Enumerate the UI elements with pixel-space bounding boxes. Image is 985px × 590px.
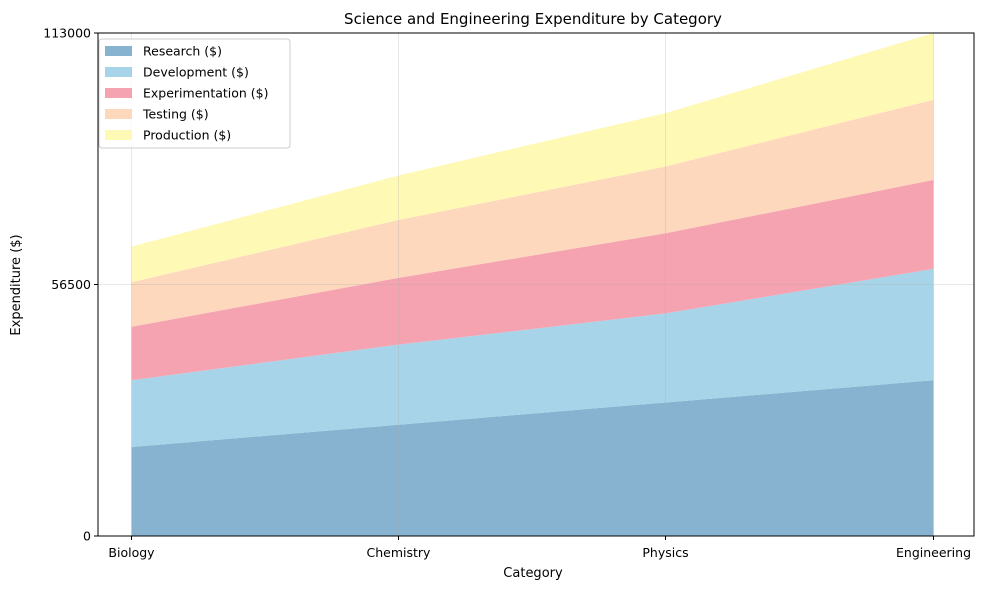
areas-layer — [131, 33, 934, 536]
legend-label: Research ($) — [143, 44, 222, 59]
area-series-2 — [131, 179, 934, 381]
legend-label: Development ($) — [143, 65, 249, 80]
legend-label: Testing ($) — [142, 107, 209, 122]
legend-swatch — [105, 109, 132, 119]
area-series-4 — [131, 33, 934, 283]
x-tick-label: Engineering — [896, 545, 971, 560]
x-tick-label: Chemistry — [367, 545, 432, 560]
y-axis-ticks: 0 56500 113000 — [43, 26, 98, 544]
legend-swatch — [105, 46, 132, 56]
legend: Research ($) Development ($) Experimentati… — [98, 38, 291, 149]
x-tick-label: Biology — [108, 545, 155, 560]
area-series-1 — [131, 268, 934, 447]
legend-swatch — [105, 88, 132, 98]
area-series-3 — [131, 99, 934, 327]
legend-label: Production ($) — [143, 128, 231, 143]
y-tick-label: 0 — [83, 529, 91, 544]
legend-box — [98, 38, 291, 149]
y-tick-label: 56500 — [51, 277, 91, 292]
x-axis-ticks: Biology Chemistry Physics Engineering — [108, 536, 971, 560]
x-tick-label: Physics — [642, 545, 688, 560]
y-tick-label: 113000 — [43, 26, 91, 41]
legend-swatch — [105, 130, 132, 140]
y-axis-label: Expenditure ($) — [9, 234, 24, 335]
legend-label: Experimentation ($) — [143, 86, 269, 101]
x-axis-label: Category — [503, 566, 563, 581]
legend-swatch — [105, 67, 132, 77]
area-series-0 — [131, 380, 934, 536]
chart-title: Science and Engineering Expenditure by C… — [344, 10, 722, 28]
